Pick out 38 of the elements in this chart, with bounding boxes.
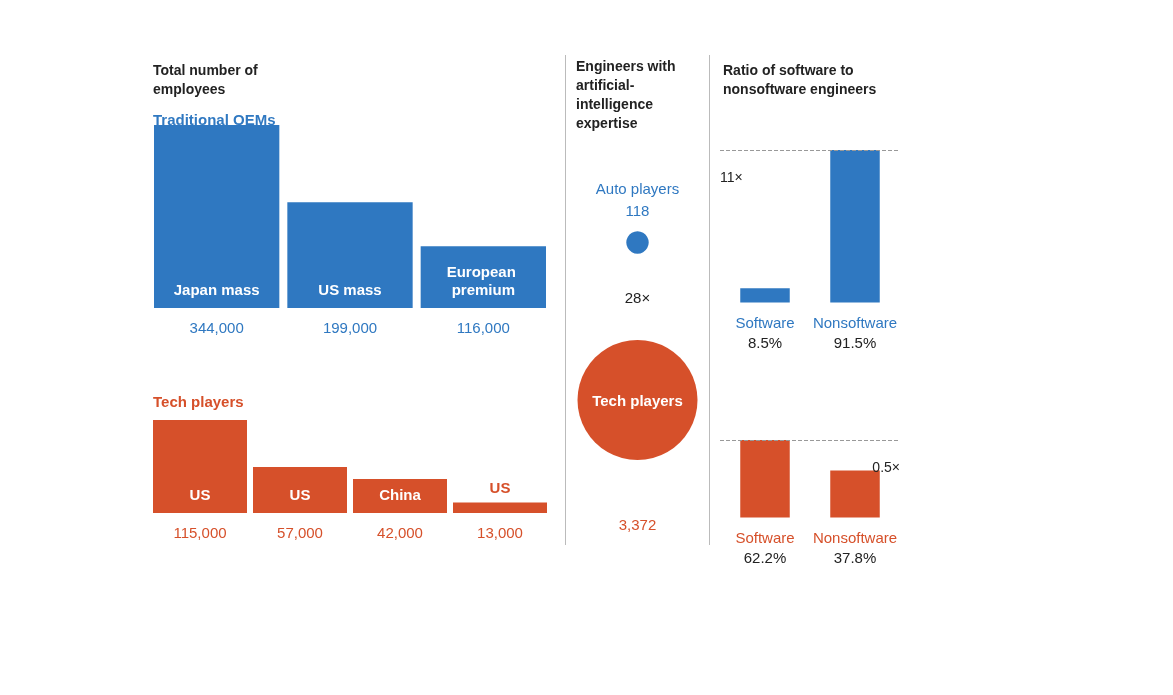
- x-tick-label: Software: [735, 529, 795, 546]
- category-label: Tech players: [592, 391, 683, 409]
- x-tick-label: US mass: [318, 280, 382, 298]
- category-label: Auto players: [595, 179, 680, 197]
- bar: [153, 420, 247, 513]
- text: 28×: [624, 289, 651, 306]
- x-tick-label: European premium: [446, 262, 521, 298]
- x-tick-label: US: [289, 485, 311, 503]
- chart-title: Ratio of software to nonsoftware engineers: [723, 61, 877, 97]
- x-tick-label: Nonsoftware: [812, 529, 898, 546]
- data-label: 91.5%: [833, 334, 877, 351]
- chart-title: Total number of employees: [153, 61, 262, 97]
- x-tick-label: Japan mass: [173, 280, 260, 298]
- data-label: 8.5%: [747, 334, 783, 351]
- data-label: 62.2%: [743, 549, 787, 566]
- data-label: 116,000: [456, 319, 510, 336]
- data-label: 13,000: [477, 524, 523, 541]
- text: Engineers with artificial-intelligence expertise: [576, 57, 677, 133]
- x-tick-label: Software: [735, 314, 795, 331]
- x-tick-label: US: [189, 485, 211, 503]
- chart-subtitle: Tech players: [153, 393, 244, 410]
- data-label: 118: [625, 201, 650, 219]
- bar: [453, 502, 547, 513]
- data-label: 199,000: [322, 319, 378, 336]
- data-label: 344,000: [189, 319, 244, 336]
- x-tick-label: China: [379, 485, 422, 503]
- x-tick-label: Nonsoftware: [812, 314, 898, 331]
- data-label: 42,000: [377, 524, 423, 541]
- data-label: 37.8%: [833, 549, 877, 566]
- ref-line-label: 0.5×: [872, 459, 900, 475]
- data-label: 3,372: [618, 516, 657, 533]
- ref-line-label: 11×: [720, 169, 743, 185]
- bar: [353, 479, 447, 513]
- data-label: 57,000: [277, 524, 323, 541]
- bar: [253, 466, 347, 513]
- data-label: 115,000: [173, 524, 227, 541]
- x-tick-label: US: [489, 478, 511, 496]
- chart-subtitle: Traditional OEMs: [153, 111, 276, 128]
